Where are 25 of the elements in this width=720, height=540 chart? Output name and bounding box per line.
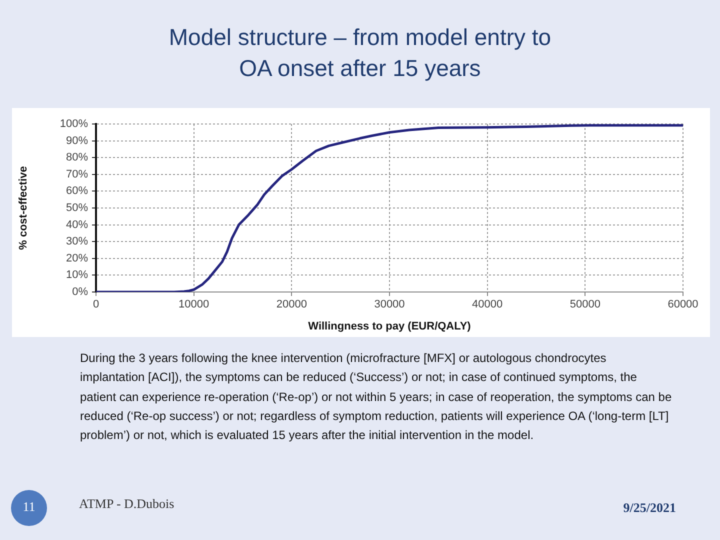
y-tick-label: 60% [66, 185, 88, 198]
y-tick-label: 40% [66, 218, 88, 231]
y-tick-label: 100% [60, 118, 88, 130]
y-tick-label: 20% [66, 252, 88, 264]
text: 11 [22, 499, 36, 515]
y-tick-label: 90% [66, 134, 88, 147]
x-tick-label: 10000 [178, 298, 210, 311]
y-tick-label: 70% [66, 168, 88, 180]
chart-title: Model structure – from model entry to OA onset after 15 years [168, 23, 552, 83]
x-tick-label: 20000 [276, 298, 307, 311]
x-tick-label: 60000 [668, 298, 698, 311]
x-tick-label: 50000 [570, 298, 600, 311]
text: ATMP - D.Dubois [79, 496, 174, 512]
y-tick-label: 10% [66, 269, 88, 282]
text: 9/25/2021 [622, 500, 676, 516]
y-axis-title: % cost-effective [18, 166, 30, 250]
text: During the 3 years following the knee intervention (microfracture [MFX] or autologous chondrocytes implantation [ACI]), the symptoms can be reduced (‘Success’) or not; in case of continued symptoms, the patient can experience re-operation (‘Re-op’) or not within 5 years; in case of reoperation, the symptoms can be reduced (‘Re-op success’) or not; regardless of symptom reduction, patients will experience OA (‘long-term [LT] problem’) or not, which is evaluated 15 years after the initial intervention in the model. [80, 350, 672, 444]
x-tick-label: 0 [92, 298, 100, 311]
x-tick-label: 40000 [472, 298, 503, 311]
x-tick-label: 30000 [374, 298, 405, 311]
x-axis-title: Willingness to pay (EUR/QALY) [308, 320, 472, 332]
y-tick-label: 30% [66, 236, 88, 248]
y-tick-label: 0% [72, 286, 88, 298]
y-tick-label: 80% [66, 152, 88, 164]
y-tick-label: 50% [66, 202, 88, 214]
